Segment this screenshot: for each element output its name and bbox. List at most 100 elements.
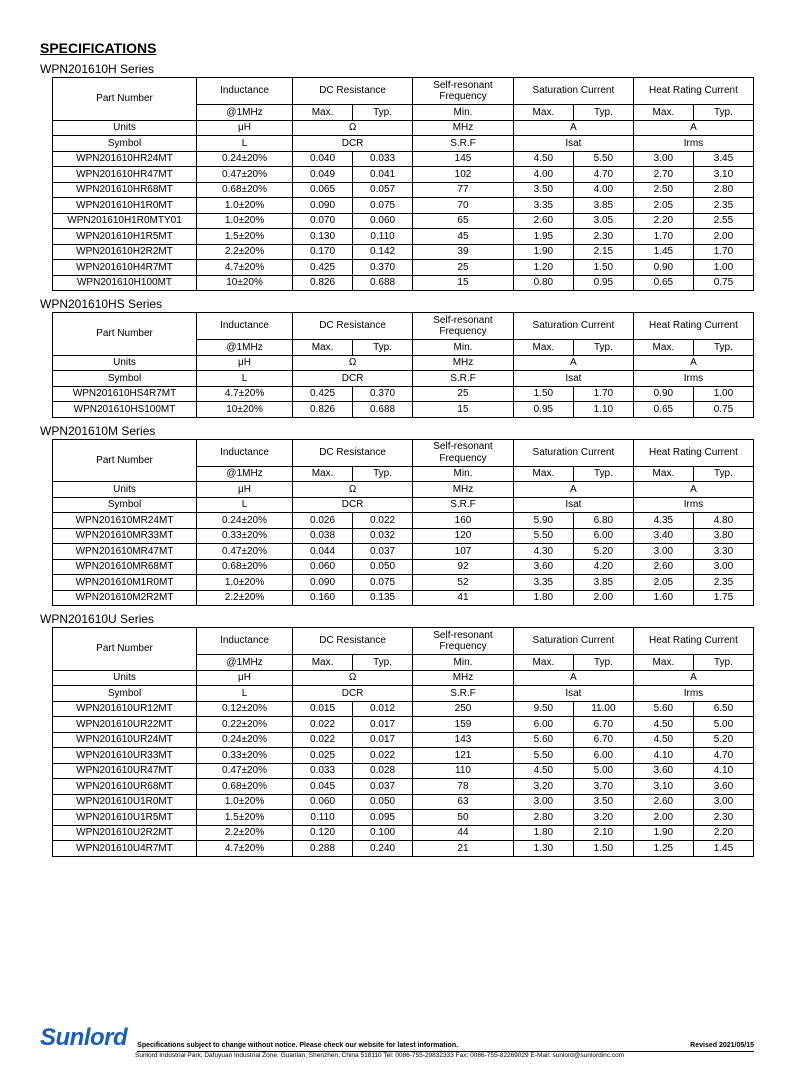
table-cell: 0.050 bbox=[353, 794, 413, 810]
unit-a: A bbox=[633, 120, 753, 136]
table-cell: WPN201610U1R5MT bbox=[53, 810, 197, 826]
table-cell: 0.240 bbox=[353, 841, 413, 857]
table-cell: 2.80 bbox=[513, 810, 573, 826]
table-cell: 44 bbox=[413, 825, 514, 841]
table-cell: 5.50 bbox=[573, 151, 633, 167]
footer: Sunlord Specifications subject to change… bbox=[40, 1024, 754, 1059]
sub-max: Max. bbox=[513, 340, 573, 356]
table-cell: 3.70 bbox=[573, 779, 633, 795]
table-row: WPN201610H1R0MT1.0±20%0.0900.075703.353.… bbox=[53, 198, 754, 214]
table-cell: 1.95 bbox=[513, 229, 573, 245]
table-cell: 0.120 bbox=[293, 825, 353, 841]
table-cell: 3.00 bbox=[693, 794, 753, 810]
col-inductance: Inductance bbox=[197, 78, 293, 105]
sym-dcr: DCR bbox=[293, 686, 413, 702]
spec-table: Part NumberInductanceDC ResistanceSelf-r… bbox=[52, 439, 754, 607]
table-cell: 3.60 bbox=[633, 763, 693, 779]
unit-ohm: Ω bbox=[293, 670, 413, 686]
table-cell: 0.070 bbox=[293, 213, 353, 229]
table-cell: WPN201610H1R0MT bbox=[53, 198, 197, 214]
footer-revised: Revised 2021/05/15 bbox=[690, 1042, 754, 1049]
table-cell: 0.75 bbox=[693, 275, 753, 291]
table-cell: 70 bbox=[413, 198, 514, 214]
unit-ohm: Ω bbox=[293, 355, 413, 371]
table-cell: 0.060 bbox=[353, 213, 413, 229]
table-cell: 10±20% bbox=[197, 402, 293, 418]
col-saturation: Saturation Current bbox=[513, 313, 633, 340]
table-cell: 1.60 bbox=[633, 590, 693, 606]
table-cell: 65 bbox=[413, 213, 514, 229]
table-cell: WPN201610U4R7MT bbox=[53, 841, 197, 857]
table-row: WPN201610MR47MT0.47±20%0.0440.0371074.30… bbox=[53, 544, 754, 560]
sub-1mhz: @1MHz bbox=[197, 105, 293, 121]
table-cell: 0.110 bbox=[293, 810, 353, 826]
table-cell: 6.70 bbox=[573, 717, 633, 733]
table-cell: 0.33±20% bbox=[197, 748, 293, 764]
table-cell: 3.35 bbox=[513, 575, 573, 591]
table-row: WPN201610UR47MT0.47±20%0.0330.0281104.50… bbox=[53, 763, 754, 779]
table-cell: 2.05 bbox=[633, 575, 693, 591]
table-cell: 2.2±20% bbox=[197, 825, 293, 841]
table-cell: 0.33±20% bbox=[197, 528, 293, 544]
table-cell: 0.057 bbox=[353, 182, 413, 198]
table-cell: 3.35 bbox=[513, 198, 573, 214]
table-cell: 0.47±20% bbox=[197, 763, 293, 779]
table-cell: 0.826 bbox=[293, 275, 353, 291]
table-cell: 4.50 bbox=[633, 717, 693, 733]
table-cell: 4.35 bbox=[633, 513, 693, 529]
sub-min: Min. bbox=[413, 466, 514, 482]
unit-ohm: Ω bbox=[293, 482, 413, 498]
table-cell: 3.00 bbox=[693, 559, 753, 575]
table-cell: 4.10 bbox=[633, 748, 693, 764]
col-saturation: Saturation Current bbox=[513, 78, 633, 105]
table-cell: WPN201610U1R0MT bbox=[53, 794, 197, 810]
table-cell: 0.80 bbox=[513, 275, 573, 291]
table-cell: 25 bbox=[413, 260, 514, 276]
unit-a: A bbox=[513, 670, 633, 686]
table-cell: 120 bbox=[413, 528, 514, 544]
sym-dcr: DCR bbox=[293, 371, 413, 387]
table-cell: 2.2±20% bbox=[197, 590, 293, 606]
table-cell: 0.110 bbox=[353, 229, 413, 245]
sub-max: Max. bbox=[633, 105, 693, 121]
table-cell: 1.80 bbox=[513, 825, 573, 841]
table-cell: 1.45 bbox=[633, 244, 693, 260]
col-part-number: Part Number bbox=[53, 439, 197, 482]
sym-irms: Irms bbox=[633, 497, 753, 513]
table-cell: 3.20 bbox=[513, 779, 573, 795]
sym-isat: Isat bbox=[513, 371, 633, 387]
table-cell: 0.100 bbox=[353, 825, 413, 841]
table-cell: 2.20 bbox=[693, 825, 753, 841]
sym-srf: S.R.F bbox=[413, 371, 514, 387]
unit-uh: μH bbox=[197, 355, 293, 371]
table-cell: WPN201610H4R7MT bbox=[53, 260, 197, 276]
sym-l: L bbox=[197, 497, 293, 513]
table-cell: WPN201610MR68MT bbox=[53, 559, 197, 575]
table-cell: 3.50 bbox=[573, 794, 633, 810]
table-cell: WPN201610HS100MT bbox=[53, 402, 197, 418]
series-container: WPN201610H SeriesPart NumberInductanceDC… bbox=[40, 62, 754, 857]
table-cell: 3.50 bbox=[513, 182, 573, 198]
table-row: WPN201610H2R2MT2.2±20%0.1700.142391.902.… bbox=[53, 244, 754, 260]
sym-srf: S.R.F bbox=[413, 686, 514, 702]
col-part-number: Part Number bbox=[53, 78, 197, 121]
table-cell: 0.65 bbox=[633, 275, 693, 291]
unit-a: A bbox=[513, 120, 633, 136]
col-inductance: Inductance bbox=[197, 628, 293, 655]
table-cell: 250 bbox=[413, 701, 514, 717]
table-cell: 2.2±20% bbox=[197, 244, 293, 260]
table-cell: 2.05 bbox=[633, 198, 693, 214]
table-cell: 3.10 bbox=[633, 779, 693, 795]
table-cell: 0.022 bbox=[353, 513, 413, 529]
table-cell: 0.425 bbox=[293, 260, 353, 276]
table-cell: 1.90 bbox=[633, 825, 693, 841]
table-cell: 4.7±20% bbox=[197, 386, 293, 402]
table-cell: WPN201610M2R2MT bbox=[53, 590, 197, 606]
table-cell: 5.20 bbox=[693, 732, 753, 748]
unit-mhz: MHz bbox=[413, 120, 514, 136]
table-cell: WPN201610HR47MT bbox=[53, 167, 197, 183]
table-cell: 5.00 bbox=[573, 763, 633, 779]
table-cell: 0.65 bbox=[633, 402, 693, 418]
table-cell: 0.015 bbox=[293, 701, 353, 717]
table-cell: 0.142 bbox=[353, 244, 413, 260]
